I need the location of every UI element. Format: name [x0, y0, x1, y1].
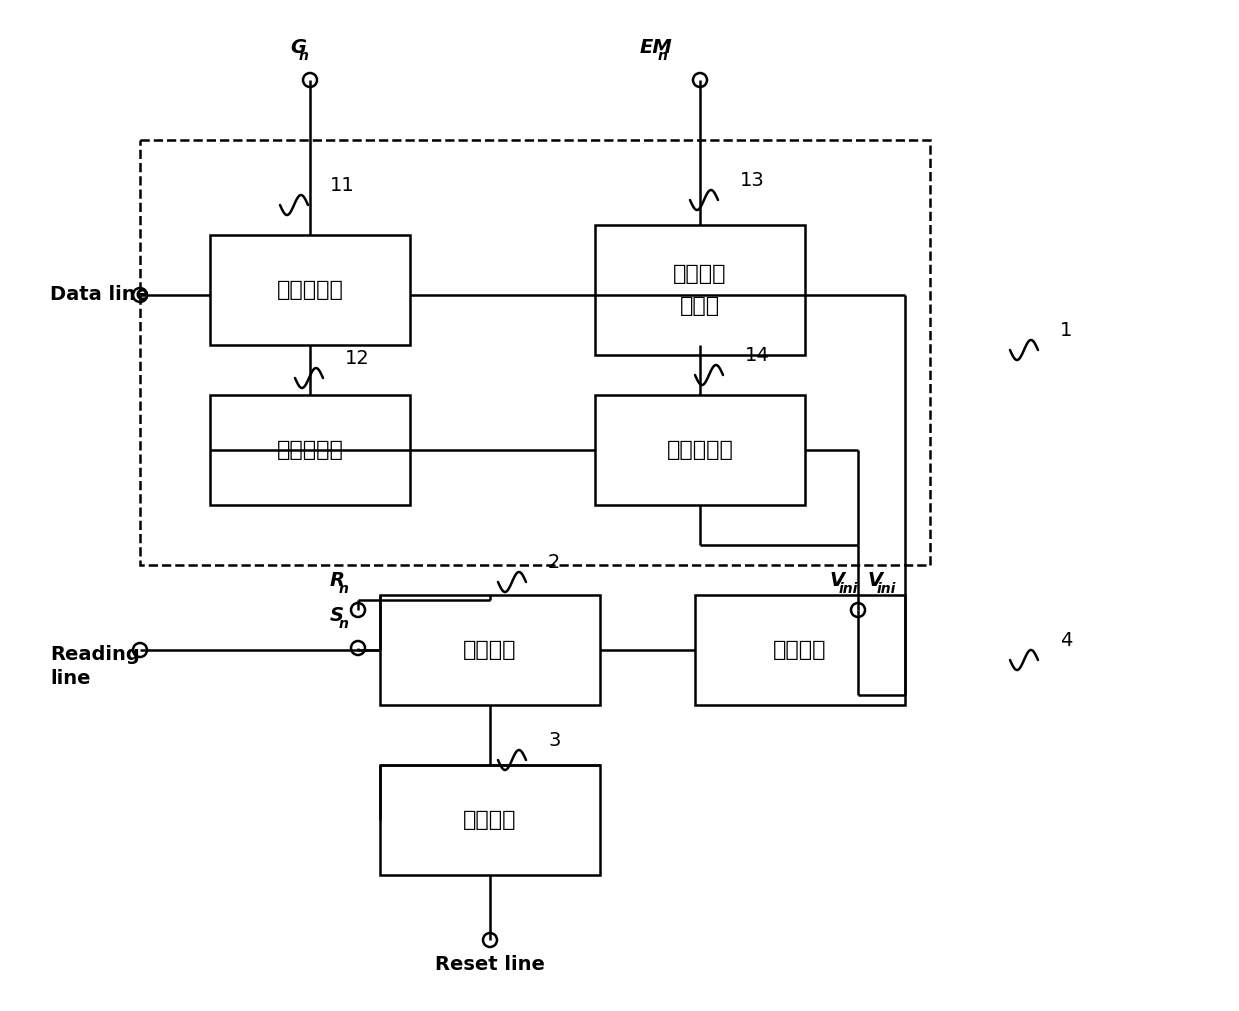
Text: ini: ini: [839, 582, 859, 596]
Text: R: R: [330, 571, 344, 590]
Text: V: V: [869, 571, 883, 590]
Text: 检测电路: 检测电路: [463, 640, 517, 660]
Bar: [140, 140, 930, 565]
Text: 输入子电路: 输入子电路: [276, 280, 343, 300]
Text: n: n: [339, 617, 349, 631]
Text: 重置电路: 重置电路: [463, 810, 517, 830]
Text: 发光器件: 发光器件: [773, 640, 826, 660]
Text: 13: 13: [740, 171, 764, 190]
Text: 4: 4: [1061, 631, 1073, 650]
Text: 1: 1: [1061, 321, 1073, 340]
Bar: [380, 765, 600, 875]
Text: 子电路: 子电路: [680, 296, 720, 316]
Text: 2: 2: [548, 553, 560, 572]
Text: n: n: [299, 49, 309, 63]
Text: n: n: [339, 582, 349, 596]
Bar: [595, 225, 805, 355]
Text: S: S: [330, 606, 344, 625]
Text: n: n: [658, 49, 668, 63]
Text: 14: 14: [745, 346, 769, 365]
Text: Reset line: Reset line: [435, 955, 545, 975]
Text: 存储子电路: 存储子电路: [276, 440, 343, 460]
Text: G: G: [290, 38, 306, 57]
Bar: [209, 395, 410, 506]
Text: line: line: [50, 668, 90, 687]
Text: V: V: [830, 571, 845, 590]
Text: Reading: Reading: [50, 645, 140, 664]
Bar: [695, 595, 904, 705]
Text: 11: 11: [330, 176, 354, 195]
Text: 12: 12: [344, 349, 369, 368]
Text: 3: 3: [548, 731, 560, 750]
Bar: [595, 395, 805, 506]
Bar: [209, 235, 410, 345]
Text: 复位子电路: 复位子电路: [667, 440, 733, 460]
Text: EM: EM: [641, 38, 673, 57]
Bar: [380, 595, 600, 705]
Text: 发光控制: 发光控制: [673, 264, 727, 284]
Text: ini: ini: [877, 582, 896, 596]
Text: Data line: Data line: [50, 285, 149, 304]
